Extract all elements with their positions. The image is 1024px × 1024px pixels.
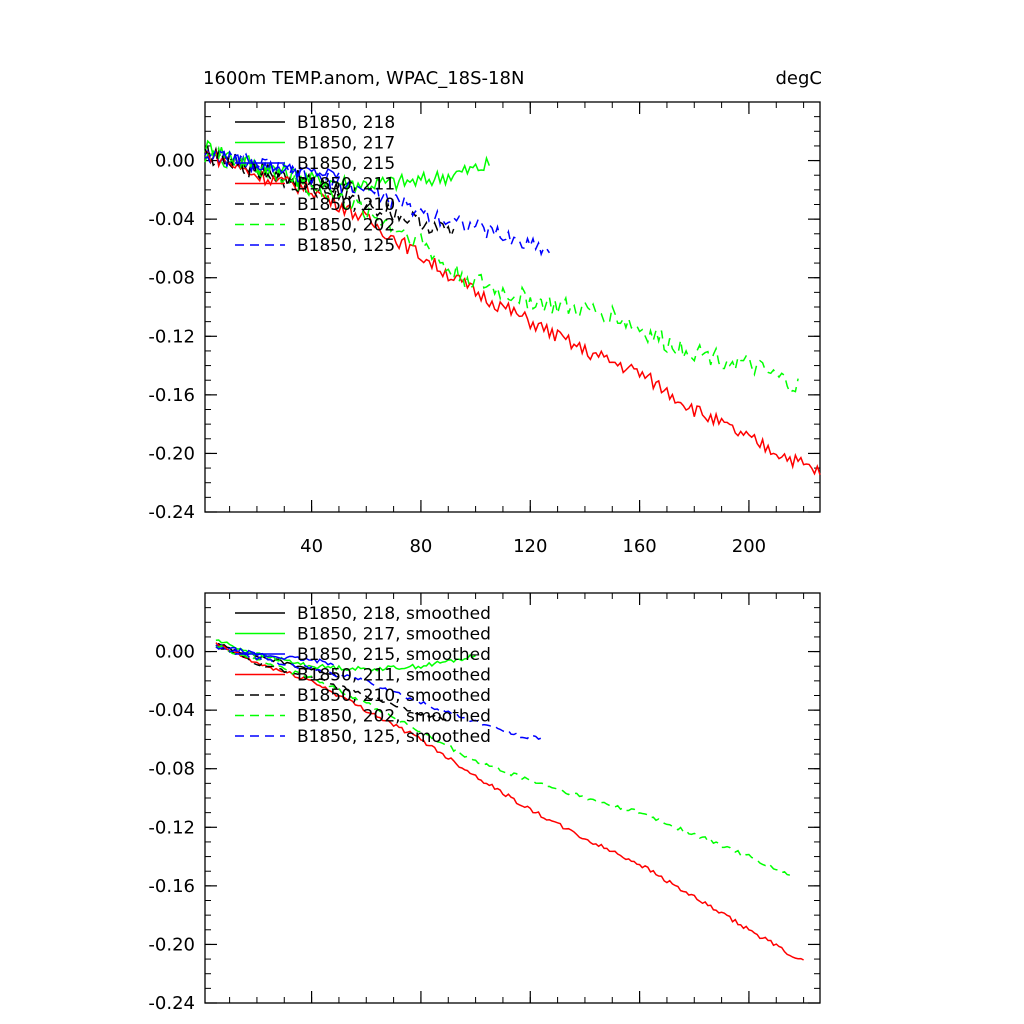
y-tick-label: -0.08 <box>148 759 195 780</box>
series-line <box>215 643 334 666</box>
y-tick-label: -0.24 <box>148 993 195 1014</box>
legend-label: B1850, 202, smoothed <box>297 707 491 727</box>
y-tick-label: -0.12 <box>148 817 195 838</box>
y-tick-label: -0.04 <box>148 209 195 230</box>
y-tick-label: -0.04 <box>148 700 195 721</box>
legend-label: B1850, 215 <box>297 154 395 174</box>
y-tick-label: -0.12 <box>148 326 195 347</box>
legend-label: B1850, 125, smoothed <box>297 727 491 747</box>
bottom-panel: 0.00 -0.04 -0.08 -0.12 -0.16 -0.20 -0.24 B1850,… <box>148 592 821 1014</box>
figure-title: 1600m TEMP.anom, WPAC_18S-18N <box>203 68 524 89</box>
legend-label: B1850, 217, smoothed <box>297 625 491 645</box>
series-line <box>215 646 449 723</box>
series-line <box>204 149 821 476</box>
x-tick-label: 80 <box>409 536 432 557</box>
x-tick-label: 200 <box>732 536 766 557</box>
y-tick-label: -0.24 <box>148 502 195 523</box>
x-tick-label: 120 <box>513 536 547 557</box>
y-tick-label: 0.00 <box>155 642 195 663</box>
y-tick-label: -0.20 <box>148 443 195 464</box>
series-line <box>215 646 542 740</box>
legend-label: B1850, 202 <box>297 216 395 236</box>
top-panel: 0.00 -0.04 -0.08 -0.12 -0.16 -0.20 -0.24 40 80 12… <box>148 101 821 557</box>
legend-label: B1850, 125 <box>297 236 395 256</box>
legend-label: B1850, 218, smoothed <box>297 604 491 624</box>
series-line <box>215 639 476 672</box>
x-tick-label: 160 <box>622 536 656 557</box>
legend-label: B1850, 211, smoothed <box>297 666 491 686</box>
x-tick-label: 40 <box>300 536 323 557</box>
y-tick-label: -0.20 <box>148 934 195 955</box>
series-line <box>204 145 799 394</box>
legend-label: B1850, 210, smoothed <box>297 686 491 706</box>
legend-label: B1850, 217 <box>297 134 395 154</box>
figure-units: degC <box>776 68 823 89</box>
legend-label: B1850, 211 <box>297 175 395 195</box>
y-tick-label: -0.16 <box>148 385 195 406</box>
y-tick-label: -0.16 <box>148 876 195 897</box>
y-tick-label: -0.08 <box>148 268 195 289</box>
series-line <box>215 642 804 961</box>
series-line <box>204 148 551 257</box>
series-line <box>215 644 791 876</box>
legend-label: B1850, 210 <box>297 195 395 215</box>
y-tick-label: 0.00 <box>155 151 195 172</box>
legend-label: B1850, 218 <box>297 113 395 133</box>
legend-label: B1850, 215, smoothed <box>297 645 491 665</box>
